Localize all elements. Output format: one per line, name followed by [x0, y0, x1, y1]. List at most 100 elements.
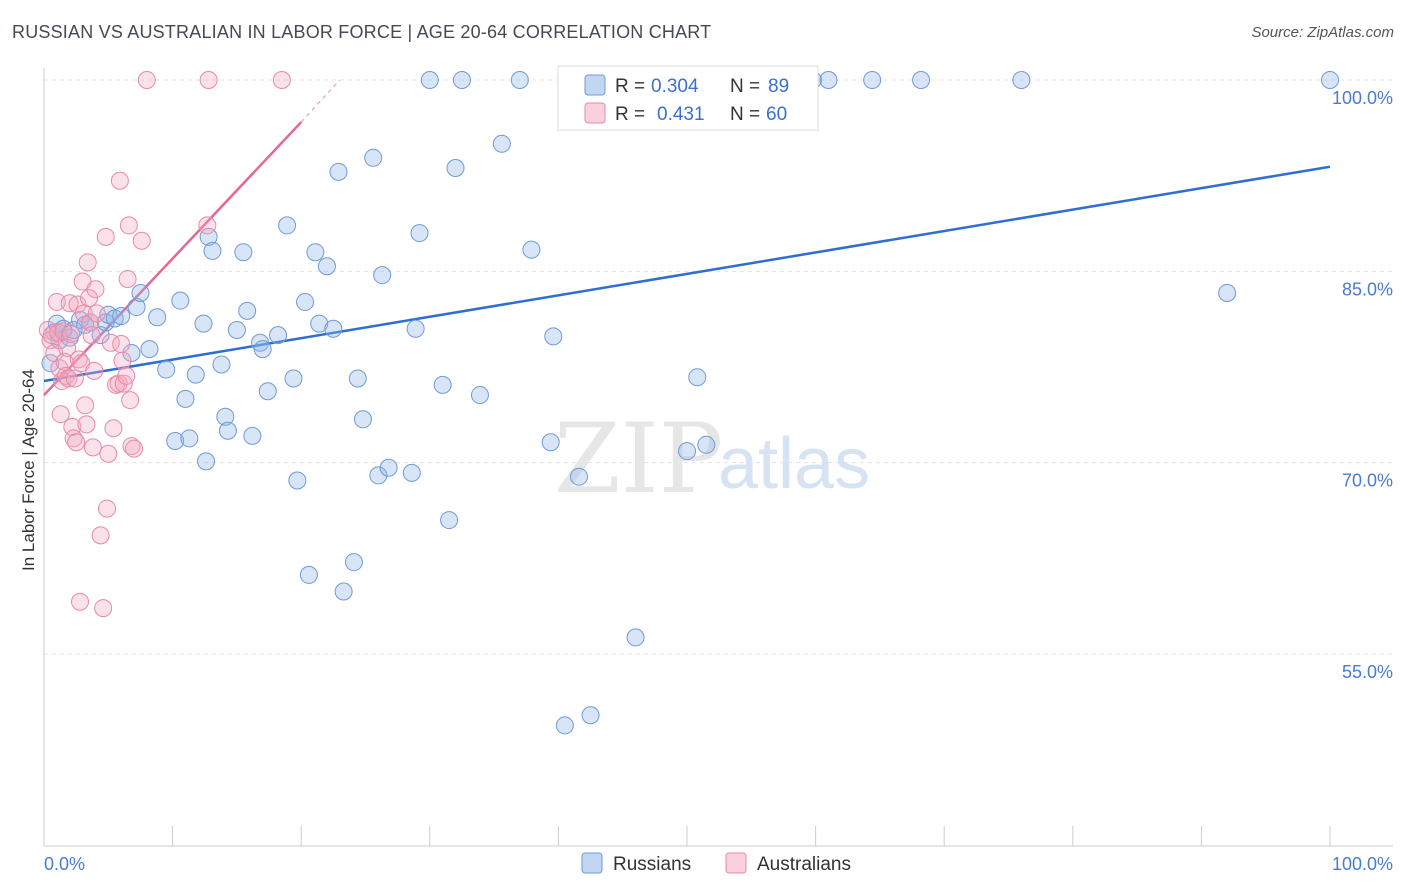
australians-point-19	[67, 433, 86, 452]
y-tick-label-1: 70.0%	[1342, 471, 1393, 491]
russians-point-53	[348, 369, 367, 388]
russians-point-58	[379, 458, 398, 477]
russians-point-39	[258, 382, 277, 401]
russians-point-40	[269, 326, 288, 345]
australians-point-55	[132, 231, 151, 250]
russians-point-27	[197, 452, 216, 471]
russians-point-41	[278, 216, 297, 235]
russians-point-33	[227, 321, 246, 340]
australians-point-38	[96, 227, 115, 246]
russians-point-36	[243, 426, 262, 445]
y-tick-label-0: 55.0%	[1342, 662, 1393, 682]
australians-point-53	[122, 437, 141, 456]
australians-point-52	[121, 391, 140, 410]
russians-point-38	[253, 340, 272, 359]
russians-point-52	[344, 553, 363, 572]
australians-point-32	[83, 438, 102, 457]
russians-point-63	[433, 375, 452, 394]
russians-point-48	[317, 257, 336, 276]
legend-r-label-australians: R =	[615, 104, 645, 125]
russians-point-49	[324, 319, 343, 338]
russians-point-67	[470, 386, 489, 405]
russians-point-80	[697, 435, 716, 454]
australians-point-54	[125, 439, 144, 458]
russians-point-62	[420, 71, 439, 89]
russians-point-65	[446, 159, 465, 178]
australians-point-51	[119, 216, 138, 235]
russians-point-69	[510, 71, 529, 89]
russians-point-30	[212, 355, 231, 374]
russians-point-15	[122, 343, 141, 362]
australians-point-4	[47, 292, 66, 311]
australians-point-35	[87, 304, 106, 323]
legend-n-label-australians: N =	[730, 104, 760, 125]
russians-point-47	[310, 314, 329, 333]
legend-n-value-australians: 60	[766, 104, 787, 125]
legend-r-value-australians: 0.431	[657, 104, 705, 125]
russians-trend-line	[43, 165, 1331, 383]
russians-point-74	[569, 467, 588, 486]
australians-point-34	[86, 280, 105, 299]
russians-point-29	[203, 241, 222, 260]
russians-point-70	[522, 240, 541, 259]
australians-point-47	[113, 351, 132, 370]
watermark-atlas: atlas	[718, 424, 870, 504]
australians-point-56	[198, 216, 217, 235]
russians-point-45	[299, 565, 318, 584]
series-australians	[38, 71, 291, 618]
russians-point-87	[1218, 284, 1237, 303]
australians-point-22	[71, 592, 90, 611]
russians-point-83	[819, 71, 838, 89]
russians-point-73	[555, 716, 574, 735]
russians-point-19	[148, 308, 167, 327]
chart-title: RUSSIAN VS AUSTRALIAN IN LABOR FORCE | A…	[12, 22, 712, 42]
australians-trend-extension	[300, 79, 341, 123]
bottom-legend-swatch-australians	[725, 852, 747, 874]
australians-point-57	[137, 71, 156, 89]
australians-point-16	[63, 417, 82, 436]
australians-point-39	[98, 499, 117, 518]
australians-point-26	[76, 396, 95, 415]
legend-swatch-australians	[584, 102, 606, 124]
russians-point-85	[912, 71, 931, 89]
australians-point-45	[110, 171, 129, 190]
russians-point-46	[306, 243, 325, 262]
russians-point-54	[353, 410, 372, 429]
australians-point-30	[81, 313, 100, 332]
australians-point-42	[104, 419, 123, 438]
russians-point-61	[410, 224, 429, 243]
australians-point-14	[60, 294, 79, 313]
russians-point-77	[626, 628, 645, 647]
x-tick-label-min: 0.0%	[44, 854, 85, 874]
russians-point-76	[581, 706, 600, 725]
russians-point-78	[678, 442, 696, 461]
russians-point-14	[112, 306, 131, 325]
y-tick-label-3: 100.0%	[1332, 88, 1393, 108]
australians-point-40	[99, 444, 118, 463]
trend-lines	[43, 79, 1331, 396]
russians-point-35	[238, 301, 257, 320]
bottom-legend-swatch-russians	[581, 852, 603, 874]
legend-r-value-russians: 0.304	[651, 76, 699, 97]
russians-point-79	[688, 368, 707, 387]
russians-point-20	[157, 360, 176, 379]
legend-n-label-russians: N =	[730, 76, 760, 97]
australians-point-15	[62, 324, 81, 343]
australians-point-12	[58, 338, 77, 357]
russians-point-18	[140, 340, 159, 359]
russians-point-60	[406, 319, 425, 338]
australians-point-33	[85, 361, 104, 380]
russians-point-57	[373, 266, 392, 285]
russians-point-8	[76, 315, 95, 334]
data-points	[38, 71, 1339, 735]
y-tick-labels: 55.0% 70.0% 85.0% 100.0%	[1332, 88, 1393, 682]
russians-point-31	[216, 407, 235, 426]
chart-source: Source: ZipAtlas.com	[1251, 24, 1394, 41]
australians-point-28	[78, 253, 97, 272]
russians-point-32	[218, 421, 237, 440]
russians-point-25	[186, 365, 205, 384]
australians-point-7	[51, 405, 70, 424]
russians-point-21	[166, 431, 185, 450]
russians-point-44	[296, 292, 315, 311]
